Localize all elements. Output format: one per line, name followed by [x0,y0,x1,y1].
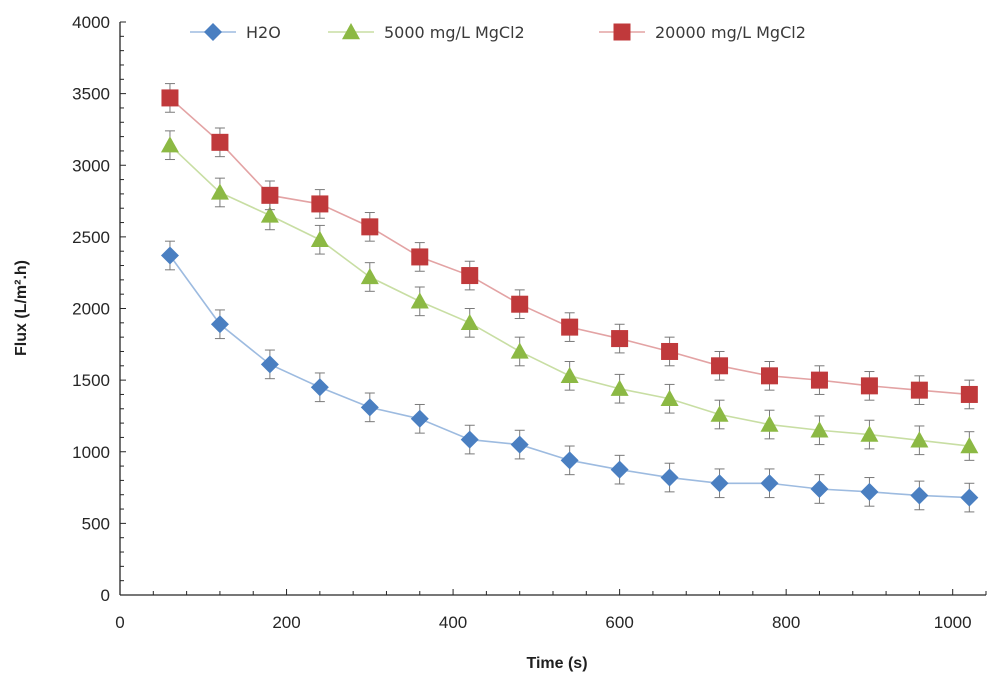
data-point [411,248,429,266]
data-point [910,431,929,448]
data-point [910,381,928,399]
data-point [611,330,629,348]
data-point [561,318,579,336]
data-point [610,460,629,479]
series-layer [160,83,979,513]
legend-item-2: 20000 mg/L MgCl2 [599,23,806,42]
data-point [211,133,229,151]
data-point [660,468,679,487]
data-point [160,136,179,153]
data-point [261,186,279,204]
x-tick-label: 400 [439,613,467,632]
legend-item-1: 5000 mg/L MgCl2 [328,23,525,42]
series-2 [161,83,978,410]
x-tick-label: 800 [772,613,800,632]
data-point [710,474,729,493]
legend-marker [613,23,631,41]
data-point [260,206,279,223]
data-point [810,479,829,498]
data-point [760,474,779,493]
data-point [160,246,179,265]
x-tick-label: 0 [115,613,124,632]
data-point [360,267,379,285]
y-tick-label: 3000 [72,156,110,175]
data-point [210,183,229,200]
data-point [860,425,879,442]
data-point [810,421,829,438]
data-point [460,313,479,331]
y-tick-label: 1500 [72,371,110,390]
data-point [511,295,529,313]
legend-label: 20000 mg/L MgCl2 [655,23,806,42]
y-tick-label: 2000 [72,300,110,319]
y-axis-title: Flux (L/m².h) [13,260,30,356]
data-point [360,398,379,417]
data-point [810,371,828,389]
data-point [761,367,778,385]
legend: H2O 5000 mg/L MgCl2 20000 mg/L MgCl2 [190,23,806,42]
data-point [960,488,979,507]
series-1 [160,130,979,461]
data-point [610,379,629,396]
legend-marker [204,23,222,41]
axes: 0 500 1000 1500 2000 2500 3000 3500 4000 0 200 400 6… [72,13,987,632]
data-point [361,218,379,236]
data-point [710,405,729,422]
y-tick-label: 500 [82,514,110,533]
data-point [711,357,729,375]
data-point [310,230,329,247]
series-0 [160,240,979,513]
y-tick-label: 2500 [72,228,110,247]
y-tick-label: 1000 [72,443,110,462]
data-point [210,315,229,334]
x-tick-label: 600 [605,613,633,632]
legend-item-0: H2O [190,23,281,42]
data-point [910,486,929,505]
series-line [169,144,970,447]
data-point [860,377,878,395]
data-point [661,342,679,360]
data-point [760,415,779,432]
data-point [660,389,679,406]
data-point [860,482,879,501]
data-point [960,385,978,403]
data-point [310,378,329,397]
data-point [410,292,429,309]
data-point [510,435,529,454]
data-point [410,409,429,428]
y-tick-label: 3500 [72,85,110,104]
data-point [461,267,479,285]
data-point [311,195,329,213]
legend-label: 5000 mg/L MgCl2 [384,23,525,42]
data-point [560,366,579,384]
x-axis-title: Time (s) [526,655,587,672]
data-point [510,342,529,359]
data-point [560,451,579,470]
y-tick-label: 4000 [72,13,110,32]
y-tick-label: 0 [101,586,110,605]
data-point [960,437,979,454]
data-point [161,89,179,107]
series-line [169,97,970,396]
legend-label: H2O [246,23,281,42]
x-tick-label: 1000 [934,613,972,632]
data-point [260,355,279,374]
data-point [460,430,479,449]
x-tick-label: 200 [272,613,300,632]
legend-marker [342,23,360,40]
